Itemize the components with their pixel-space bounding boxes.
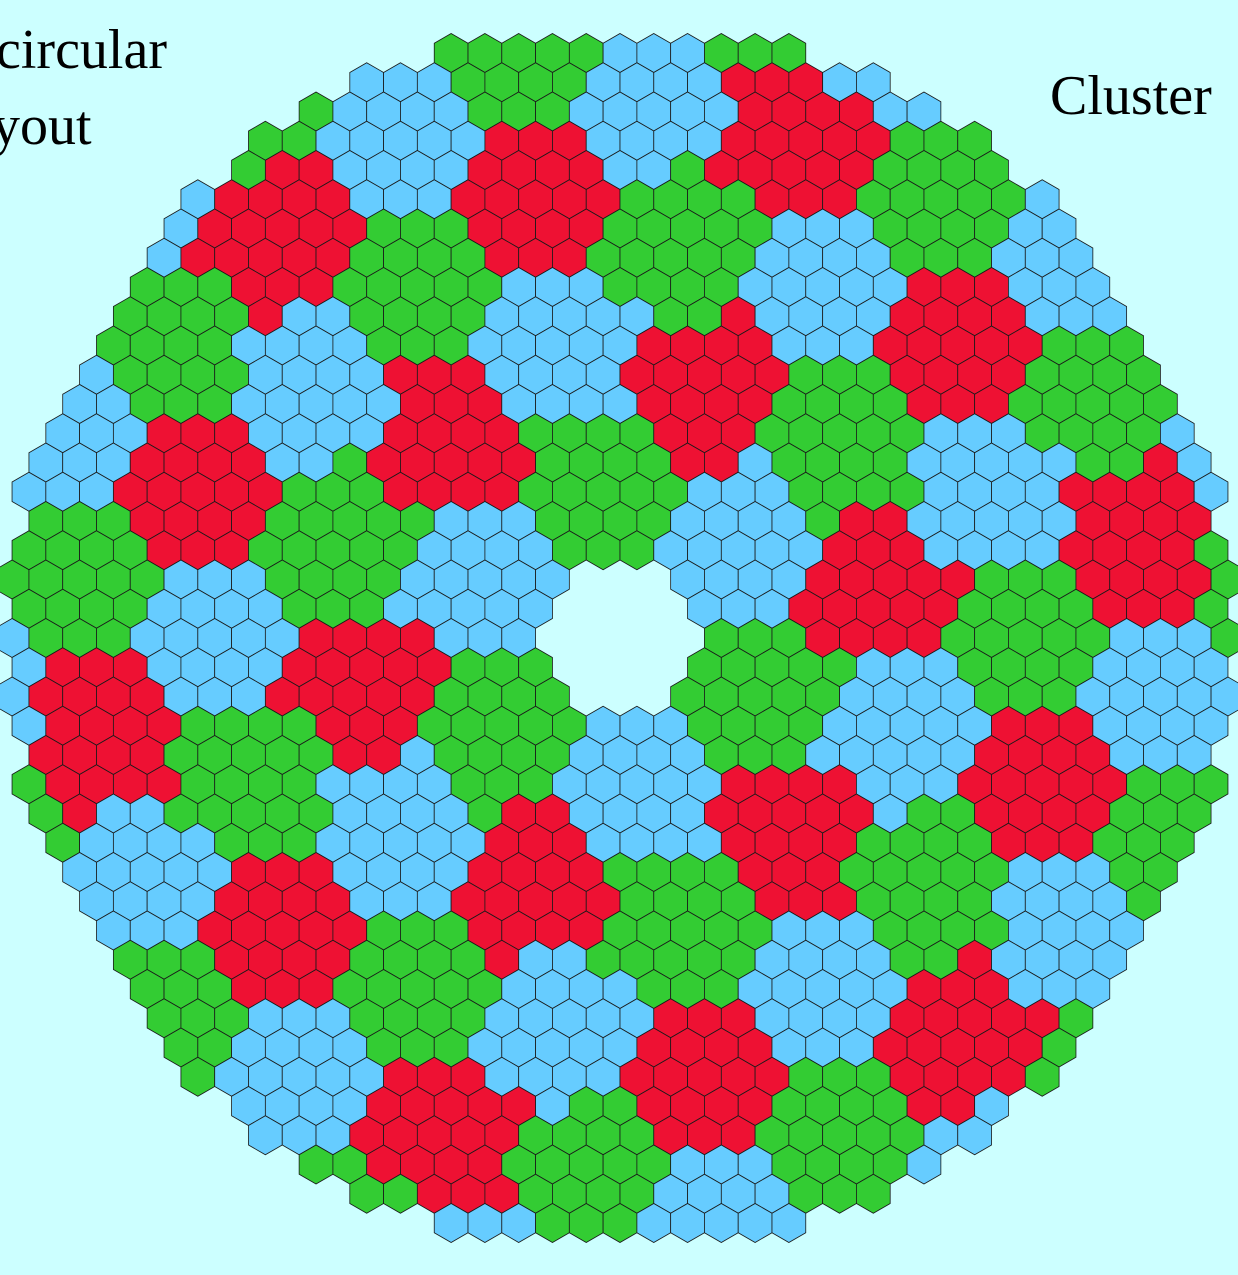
cluster-caption: Cluster (1050, 68, 1212, 124)
layout-caption-line2: yout (0, 98, 92, 154)
layout-caption-line1: circular (0, 22, 167, 78)
